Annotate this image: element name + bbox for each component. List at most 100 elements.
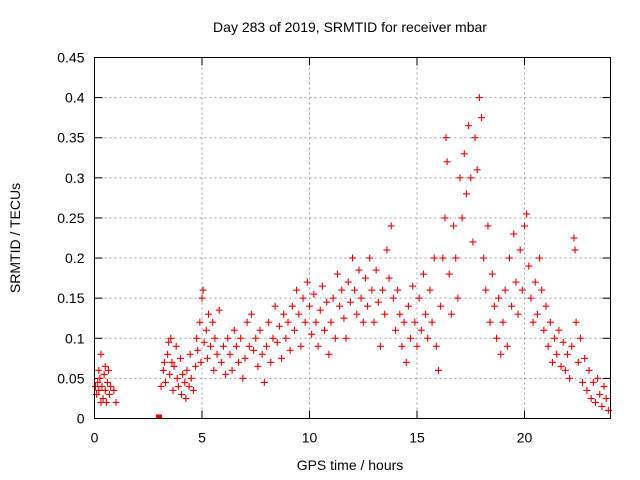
y-tick-label: 0.45 [57,50,84,66]
data-point [245,342,253,350]
data-point [325,350,333,358]
data-point [555,326,563,334]
data-point [183,366,191,374]
data-point [197,358,205,366]
data-point [167,334,175,342]
y-tick-label: 0.05 [57,370,84,386]
data-point [422,310,430,318]
data-point [381,310,389,318]
data-point [527,294,535,302]
data-point [186,350,194,358]
data-point [342,334,350,342]
data-point [370,318,378,326]
data-point [271,302,279,310]
data-point [243,318,251,326]
data-point [280,310,288,318]
data-point [508,302,516,310]
data-point [101,362,109,370]
data-point [439,254,447,262]
data-point [596,390,604,398]
data-point [364,302,372,310]
data-point [417,326,425,334]
data-point [252,334,260,342]
data-point [531,278,539,286]
data-point [286,346,294,354]
data-point [198,294,206,302]
data-point [209,318,217,326]
data-point [284,318,292,326]
data-point [473,166,481,174]
y-tick-label: 0.25 [57,210,84,226]
data-point [275,322,283,330]
data-point [379,286,387,294]
data-point [525,262,533,270]
data-point [458,214,466,222]
data-point [239,374,247,382]
x-tick-label: 0 [91,430,99,446]
data-point [112,398,120,406]
data-point [235,358,243,366]
data-point [499,318,507,326]
data-point [503,342,511,350]
data-point [591,398,599,406]
data-point [237,334,245,342]
data-point [166,370,174,378]
data-point [546,318,554,326]
x-axis-label: GPS time / hours [297,457,404,473]
data-point [521,222,528,230]
data-point [312,318,320,326]
data-point [460,150,468,158]
data-point [600,382,608,390]
data-point [589,378,597,386]
data-point [407,334,415,342]
data-point [165,338,173,346]
data-point [107,382,115,390]
data-point [505,254,513,262]
data-point [187,374,195,382]
data-point [303,278,311,286]
data-point [178,390,186,398]
data-point [566,374,574,382]
data-point [523,210,531,218]
data-point [157,382,165,390]
data-point [538,286,546,294]
data-point [456,174,464,182]
data-point [495,294,503,302]
data-point [173,374,181,382]
data-point [290,326,298,334]
data-point [95,386,103,394]
data-point [516,246,524,254]
data-point [99,394,107,402]
data-point [484,222,492,230]
data-point [385,274,393,282]
data-point [594,374,602,382]
data-point [540,326,548,334]
data-point [512,278,520,286]
x-tick-labels: 0 5 10 15 20 [91,430,533,446]
x-tick-label: 20 [517,430,533,446]
data-point [553,350,561,358]
data-point [204,310,212,318]
data-point [374,298,382,306]
y-tick-labels: 0 0.05 0.1 0.15 0.2 0.25 0.3 0.35 0.4 0.45 [57,50,84,427]
data-point [226,350,234,358]
data-point [314,342,322,350]
data-point [263,342,270,350]
data-point [437,302,445,310]
data-point [260,378,268,386]
data-point [338,286,346,294]
data-point [368,286,376,294]
data-point [250,346,258,354]
data-point [574,358,582,366]
data-point [442,134,450,142]
data-point [104,366,112,374]
data-point [200,338,208,346]
data-point [576,334,584,342]
data-point [331,334,339,342]
data-point [598,402,606,410]
data-point [181,378,189,386]
data-point [514,310,522,318]
data-point [164,350,172,358]
data-point [308,330,316,338]
data-point [156,414,162,419]
